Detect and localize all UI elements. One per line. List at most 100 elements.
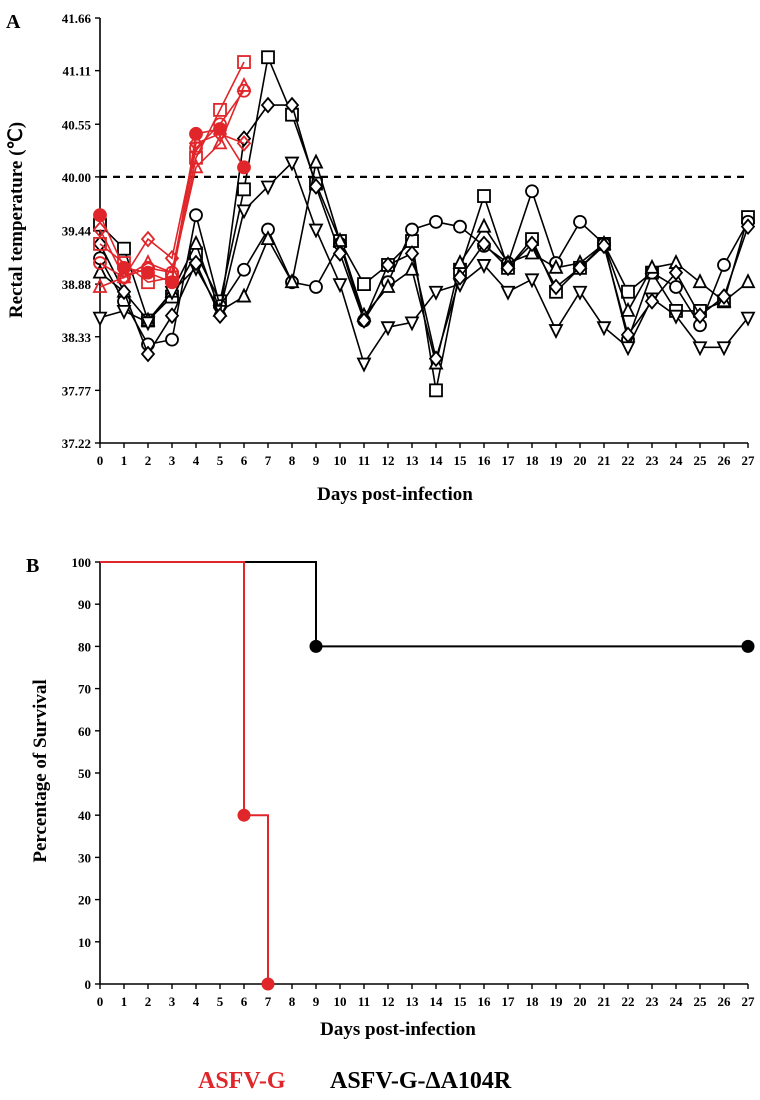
survival-point bbox=[237, 808, 251, 822]
panel-a-x-tick-label: 22 bbox=[622, 453, 635, 468]
panel-b-x-axis-title: Days post-infection bbox=[320, 1019, 476, 1040]
panel-a-x-tick-label: 3 bbox=[169, 453, 176, 468]
data-point-diamond bbox=[308, 178, 324, 195]
series-line bbox=[99, 90, 245, 279]
panel-b-x-tick-label: 8 bbox=[289, 994, 296, 1009]
data-point-triangle-up bbox=[284, 273, 300, 289]
survival-point bbox=[741, 639, 755, 653]
panel-b-y-axis-title: Percentage of Survival bbox=[30, 679, 51, 862]
panel-b-x-tick-label: 27 bbox=[742, 994, 756, 1009]
data-point-diamond bbox=[716, 288, 732, 305]
panel-a-y-tick-label: 37.22 bbox=[62, 436, 91, 451]
panel-b-y-tick-label: 20 bbox=[78, 893, 91, 908]
data-point-diamond bbox=[116, 283, 132, 301]
panel-b-x-tick-label: 25 bbox=[694, 994, 708, 1009]
panel-b-x-tick-label: 17 bbox=[502, 994, 516, 1009]
data-point-triangle-down bbox=[476, 259, 492, 274]
panel-a-x-tick-label: 23 bbox=[646, 453, 660, 468]
panel-b-y-tick-label: 90 bbox=[78, 597, 91, 612]
data-point-triangle-down bbox=[740, 311, 756, 327]
data-point-triangle-up bbox=[236, 287, 252, 303]
data-point-triangle-up bbox=[644, 258, 660, 274]
data-point-square bbox=[237, 55, 251, 69]
data-point-diamond bbox=[92, 221, 108, 238]
legend-asfv-g: ASFV-G bbox=[198, 1068, 286, 1094]
panel-b-y-tick-label: 100 bbox=[72, 555, 92, 570]
data-point-circle bbox=[93, 256, 107, 270]
data-point-triangle-down bbox=[596, 321, 612, 337]
data-point-triangle-up bbox=[620, 301, 636, 317]
panel-a-x-tick-label: 18 bbox=[526, 453, 540, 468]
panel-b-y-tick-label: 60 bbox=[78, 724, 91, 739]
data-point-circle bbox=[165, 265, 179, 280]
data-point-square bbox=[117, 241, 131, 256]
data-point-triangle-up bbox=[188, 234, 204, 250]
data-point-circle bbox=[189, 208, 203, 223]
panel-a-series-asfv-g-circle bbox=[93, 83, 251, 285]
data-point-diamond bbox=[620, 326, 636, 344]
panel-a-x-tick-label: 0 bbox=[97, 453, 104, 468]
data-point-diamond bbox=[548, 278, 564, 296]
panel-a-x-tick-label: 11 bbox=[358, 453, 370, 468]
data-point-triangle-up bbox=[452, 254, 468, 269]
data-point-diamond bbox=[740, 218, 756, 236]
panel-a-y-tick-label: 38.88 bbox=[62, 277, 92, 292]
panel-a-y-tick-label: 40.00 bbox=[62, 170, 91, 185]
panel-a-x-tick-label: 14 bbox=[430, 453, 444, 468]
data-point-circle bbox=[669, 280, 683, 294]
series-line bbox=[99, 54, 749, 391]
data-point-circle bbox=[165, 275, 179, 290]
data-point-triangle-down bbox=[380, 321, 396, 337]
panel-b-y-tick-label: 30 bbox=[78, 850, 91, 865]
panel-a-y-axis-title: Rectal temperature (℃) bbox=[6, 122, 27, 318]
data-point-circle bbox=[213, 117, 227, 132]
panel-a-x-tick-label: 19 bbox=[550, 453, 564, 468]
panel-a-x-tick-label: 15 bbox=[454, 453, 468, 468]
panel-b-x-tick-label: 10 bbox=[334, 994, 347, 1009]
data-point-triangle-down bbox=[236, 204, 252, 220]
panel-a-x-tick-label: 21 bbox=[598, 453, 611, 468]
panel-b-y-tick-label: 70 bbox=[78, 682, 91, 697]
panel-b-x-tick-label: 21 bbox=[598, 994, 611, 1009]
panel-b-x-tick-label: 24 bbox=[670, 994, 684, 1009]
data-point-triangle-up bbox=[92, 263, 108, 279]
data-point-square bbox=[261, 50, 275, 65]
data-point-triangle-up bbox=[692, 273, 708, 289]
panel-a-y-tick-label: 37.77 bbox=[62, 383, 92, 398]
panel-a-x-tick-label: 13 bbox=[406, 453, 420, 468]
data-point-triangle-up bbox=[308, 153, 324, 169]
panel-a-x-tick-label: 17 bbox=[502, 453, 516, 468]
data-point-circle bbox=[237, 83, 251, 98]
panel-b-series-asfv-g-a104r bbox=[100, 561, 755, 653]
data-point-triangle-down bbox=[620, 341, 636, 357]
panel-a-x-tick-label: 2 bbox=[145, 453, 152, 468]
panel-b-x-tick-label: 18 bbox=[526, 994, 540, 1009]
panel-b-y-tick-label: 10 bbox=[78, 935, 91, 950]
data-point-triangle-up bbox=[740, 273, 756, 289]
panel-a-y-tick-label: 41.66 bbox=[62, 11, 92, 26]
data-point-circle bbox=[237, 160, 251, 175]
panel-a-y-tick-label: 40.55 bbox=[62, 117, 92, 132]
panel-a-x-tick-label: 25 bbox=[694, 453, 708, 468]
data-point-diamond bbox=[596, 237, 612, 255]
panel-a-y-tick-label: 39.44 bbox=[62, 224, 92, 239]
series-line bbox=[99, 104, 749, 362]
data-point-triangle-up bbox=[92, 277, 108, 293]
panel-a-x-tick-label: 5 bbox=[217, 453, 224, 468]
data-point-triangle-up bbox=[380, 277, 396, 293]
panel-a-x-tick-label: 26 bbox=[718, 453, 732, 468]
panel-a-x-tick-label: 1 bbox=[121, 453, 128, 468]
data-point-diamond bbox=[380, 256, 396, 274]
data-point-circle bbox=[141, 260, 155, 275]
data-point-diamond bbox=[452, 269, 468, 286]
panel-a-temperature-chart: A 37.22 37.77 38.33 38.88 39.44 40.00 40.55 41.… bbox=[6, 11, 756, 505]
panel-b-x-tick-label: 1 bbox=[121, 994, 128, 1009]
data-point-triangle-up bbox=[260, 230, 276, 246]
data-point-triangle-down bbox=[500, 285, 516, 301]
survival-point bbox=[309, 639, 323, 653]
data-point-diamond bbox=[356, 312, 372, 329]
data-point-diamond bbox=[524, 235, 540, 253]
data-point-circle bbox=[117, 270, 131, 285]
